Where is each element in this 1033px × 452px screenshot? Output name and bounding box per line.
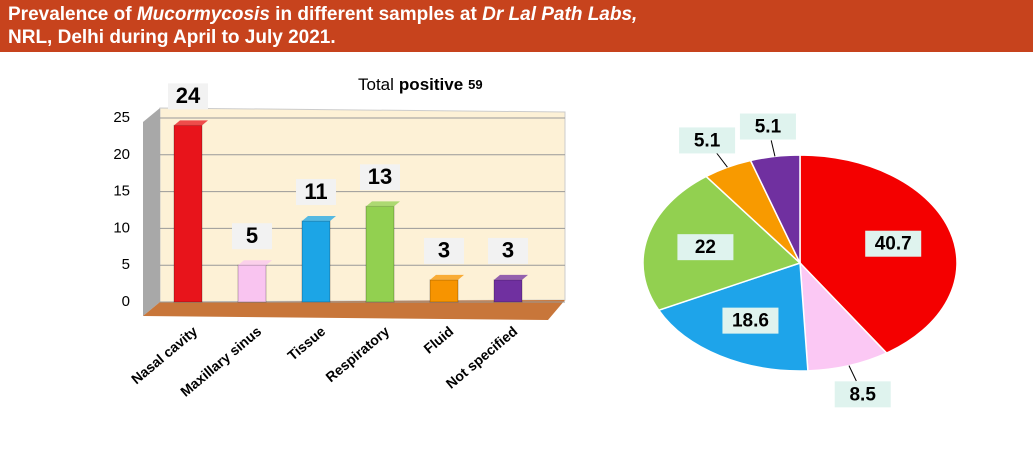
y-tick-label: 0 [122, 293, 130, 310]
value-label: 24 [176, 83, 201, 108]
y-tick-label: 10 [113, 219, 130, 236]
bar-top [366, 201, 400, 207]
x-tick-label: Respiratory [322, 323, 392, 385]
pie-slice [749, 154, 801, 264]
side-wall [143, 108, 160, 316]
value-label-box [677, 234, 734, 261]
leader-line [770, 140, 776, 157]
bar [173, 124, 203, 303]
value-label: 13 [368, 164, 392, 189]
title-part: NRL, Delhi during April to July 2021. [8, 27, 336, 48]
y-tick-label: 5 [122, 256, 130, 273]
title-part: Dr Lal Path Labs, [482, 4, 638, 25]
x-tick-label: Tissue [284, 323, 328, 364]
bar-top [494, 274, 528, 280]
value-label-box [722, 307, 779, 334]
value-label: 3 [502, 238, 514, 263]
pie-slice [799, 260, 888, 372]
y-tick-label: 25 [113, 109, 130, 126]
header: Prevalence of Mucormycosis in different … [0, 0, 1033, 52]
value-label-box [865, 230, 922, 257]
bar [301, 220, 331, 303]
value-label: 5.1 [694, 130, 721, 151]
value-label: 5 [246, 223, 258, 248]
annotation: Total positive 59 [358, 75, 483, 94]
leader-line [716, 152, 728, 168]
bar-top [174, 120, 208, 126]
value-label-box [488, 237, 528, 264]
value-label-box [739, 113, 796, 140]
title-part: Mucormycosis [136, 4, 270, 25]
value-label-box [296, 179, 336, 206]
value-label: 8.5 [849, 384, 876, 405]
value-label-box [232, 223, 272, 250]
bar-top [430, 274, 464, 280]
value-label: 5.1 [755, 117, 782, 138]
y-tick-label: 15 [113, 183, 130, 200]
value-label: 11 [304, 179, 327, 204]
value-label: 3 [438, 238, 450, 263]
bar-top [302, 216, 336, 222]
x-tick-label: Fluid [420, 323, 456, 357]
back-wall [159, 107, 566, 303]
leader-line [848, 365, 857, 382]
bar [429, 279, 459, 303]
bar [237, 264, 267, 303]
title-part: Prevalence of [8, 4, 137, 25]
y-tick-label: 20 [113, 146, 130, 163]
value-label: 22 [695, 237, 716, 258]
floor [143, 300, 565, 320]
bar [493, 279, 523, 303]
bar-top [238, 260, 272, 266]
value-label-box [679, 127, 736, 154]
value-label-box [834, 381, 891, 408]
value-label: 40.7 [875, 234, 912, 255]
value-label-box [168, 83, 208, 110]
bar [365, 205, 395, 303]
value-label-box [424, 237, 464, 264]
value-label-box [360, 164, 400, 191]
title-part: in different samples at [269, 4, 483, 25]
value-label: 18.6 [732, 311, 769, 332]
